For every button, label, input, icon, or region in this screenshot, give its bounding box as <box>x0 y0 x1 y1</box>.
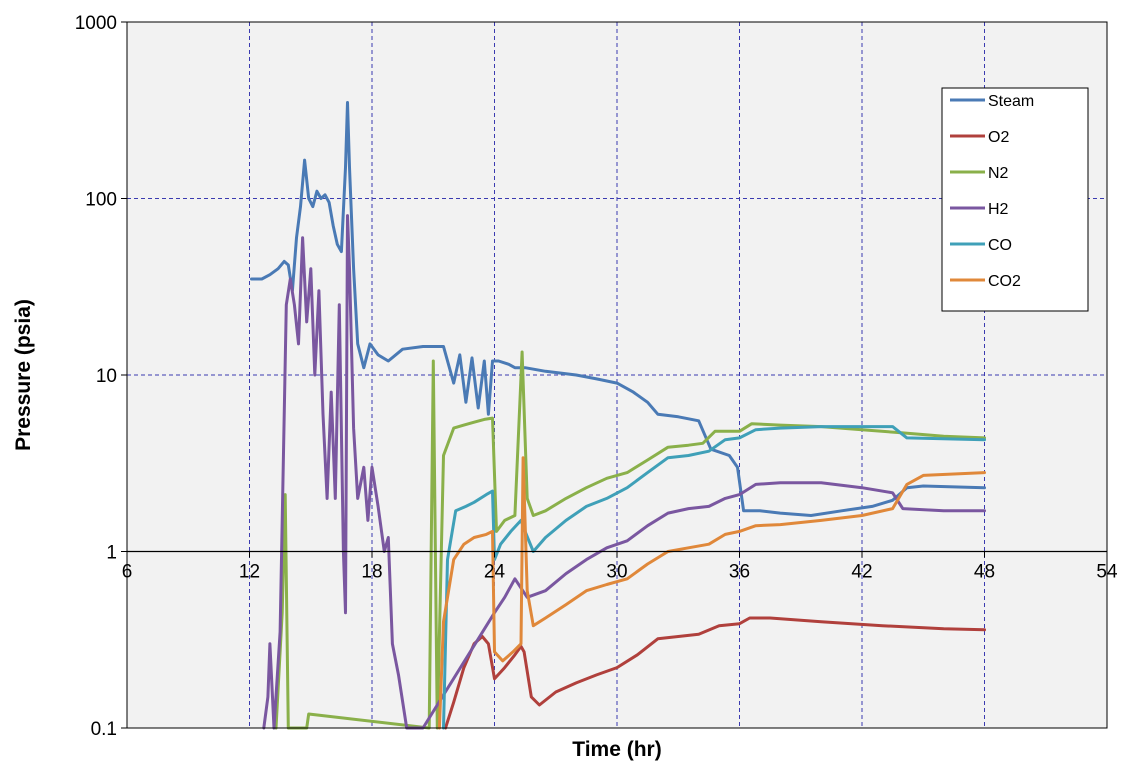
legend-label-o2: O2 <box>988 129 1009 146</box>
x-tick-label: 24 <box>484 562 506 583</box>
x-tick-label: 12 <box>239 562 260 583</box>
series-line-o2 <box>444 616 986 730</box>
x-tick-label: 30 <box>606 562 627 583</box>
legend-label-co: CO <box>988 237 1012 254</box>
y-axis-title: Pressure (psia) <box>12 299 35 451</box>
legend-label-h2: H2 <box>988 201 1009 218</box>
x-tick-label: 48 <box>974 562 995 583</box>
series-line-n2 <box>274 350 986 730</box>
legend-label-n2: N2 <box>988 165 1009 182</box>
series-line-co <box>442 425 986 730</box>
y-tick-label: 0.1 <box>91 719 117 740</box>
x-tick-label: 54 <box>1096 562 1118 583</box>
legend-items: Steam O2 N2 H2 CO CO2 <box>950 93 1034 290</box>
tick-labels: 6 12 18 24 30 36 42 48 54 0.1 1 10 100 1000 <box>75 13 1118 740</box>
axes <box>121 21 1108 729</box>
y-tick-label: 10 <box>96 366 117 387</box>
x-axis-title: Time (hr) <box>572 738 661 761</box>
y-tick-label: 1000 <box>75 13 117 34</box>
series-line-steam <box>250 101 986 517</box>
x-tick-label: 18 <box>361 562 382 583</box>
x-tick-label: 42 <box>851 562 872 583</box>
legend: Steam O2 N2 H2 CO CO2 <box>941 87 1089 312</box>
legend-label-co2: CO2 <box>988 273 1021 290</box>
y-tick-label: 1 <box>106 543 117 564</box>
legend-label-steam: Steam <box>988 93 1034 110</box>
x-tick-label: 6 <box>122 562 133 583</box>
x-tick-label: 36 <box>729 562 750 583</box>
series-line-co2 <box>437 456 986 730</box>
legend-box <box>941 87 1089 312</box>
y-tick-label: 100 <box>85 190 117 211</box>
